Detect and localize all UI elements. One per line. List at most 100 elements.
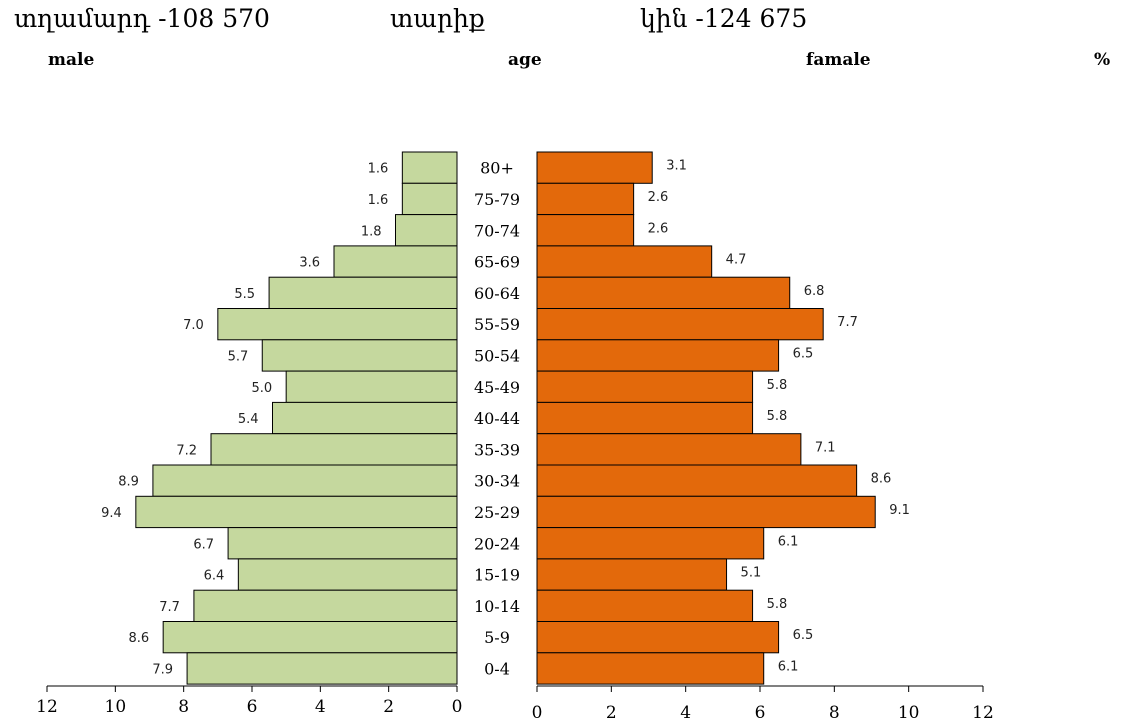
male-bars-group: 1.6 1.6 1.8 3.6 5.5 7.0 5.7 5.0 5.4 7.2 8.9 9.4 6.7 6…	[101, 151, 458, 685]
male-bar	[395, 214, 458, 247]
female-english-label: famale	[806, 50, 871, 70]
female-x-tick-label: 10	[898, 703, 920, 723]
age-category-label: 30-34	[474, 472, 520, 491]
age-category-label: 50-54	[474, 346, 520, 365]
male-bar	[193, 589, 458, 623]
female-value-label: 6.5	[793, 346, 814, 361]
age-title: տարիք	[390, 4, 485, 33]
male-total-title: տղամարդ -108 570	[14, 4, 270, 33]
female-value-label: 2.6	[648, 190, 669, 205]
female-x-tick-label: 8	[829, 703, 840, 723]
male-english-label: male	[48, 50, 95, 70]
female-x-tick-label: 0	[532, 703, 543, 723]
female-bar	[536, 433, 802, 466]
age-category-label: 70-74	[474, 221, 520, 240]
male-bar	[261, 339, 458, 372]
age-category-label: 75-79	[474, 190, 520, 209]
female-total-title: կին -124 675	[640, 4, 808, 33]
female-value-label: 6.1	[778, 659, 799, 674]
female-bar	[536, 308, 824, 341]
male-bar	[152, 464, 458, 497]
age-category-label: 35-39	[474, 440, 520, 459]
male-value-label: 6.7	[193, 537, 214, 552]
male-bar	[186, 652, 458, 685]
male-bar	[285, 370, 458, 403]
female-x-tick-label: 12	[972, 703, 994, 723]
age-category-label: 80+	[480, 159, 514, 178]
male-value-label: 5.7	[228, 349, 249, 364]
age-category-label: 25-29	[474, 503, 520, 522]
male-value-label: 7.7	[159, 600, 180, 615]
male-value-label: 7.2	[176, 443, 197, 458]
male-x-tick-label: 6	[247, 697, 258, 717]
female-bar	[536, 621, 780, 654]
male-x-tick-label: 8	[178, 697, 189, 717]
male-bar	[210, 433, 458, 466]
female-value-label: 5.1	[741, 566, 762, 581]
male-value-label: 6.4	[204, 569, 225, 584]
male-x-tick-label: 2	[383, 697, 394, 717]
male-bar	[217, 308, 458, 341]
female-bar	[536, 339, 780, 372]
male-bar	[401, 182, 458, 216]
age-category-label: 15-19	[474, 566, 520, 585]
age-category-label: 10-14	[474, 597, 520, 616]
age-category-label: 45-49	[474, 378, 520, 397]
male-x-tick-label: 0	[452, 697, 463, 717]
male-value-label: 1.6	[368, 193, 389, 208]
male-bar	[162, 621, 458, 654]
male-x-tick-label: 12	[36, 697, 58, 717]
male-bar	[237, 558, 458, 591]
male-bar	[333, 245, 458, 278]
male-bar	[272, 401, 458, 435]
female-bar	[536, 276, 791, 310]
female-x-tick-label: 4	[680, 703, 691, 723]
female-value-label: 6.5	[793, 628, 814, 643]
female-value-label: 6.8	[804, 284, 825, 299]
female-bar	[536, 464, 858, 497]
male-x-tick-label: 4	[315, 697, 326, 717]
female-bar	[536, 589, 754, 623]
male-bar	[401, 151, 458, 184]
male-value-label: 5.0	[251, 381, 272, 396]
age-category-label: 65-69	[474, 253, 520, 272]
age-category-label: 0-4	[484, 659, 510, 678]
age-category-label: 60-64	[474, 284, 520, 303]
female-value-label: 3.1	[666, 159, 687, 174]
female-bar	[536, 558, 728, 591]
female-bar	[536, 214, 635, 247]
male-value-label: 7.9	[152, 662, 173, 677]
female-bar	[536, 401, 754, 435]
male-value-label: 5.4	[238, 412, 259, 427]
female-bars-group: 3.1 2.6 2.6 4.7 6.8 7.7 6.5 5.8 5.8 7.1 8.6 9.1 6.1 5…	[536, 151, 910, 685]
female-value-label: 8.6	[871, 472, 892, 487]
male-value-label: 9.4	[101, 506, 122, 521]
age-category-label: 5-9	[484, 628, 510, 647]
percent-unit-label: %	[1094, 50, 1111, 70]
male-bar	[268, 276, 458, 310]
female-value-label: 9.1	[889, 503, 910, 518]
age-category-label: 55-59	[474, 315, 520, 334]
female-value-label: 7.7	[837, 315, 858, 330]
female-bar	[536, 151, 653, 184]
age-category-label: 40-44	[474, 409, 520, 428]
age-category-label: 20-24	[474, 534, 520, 553]
female-bar	[536, 495, 876, 529]
male-value-label: 8.9	[118, 475, 139, 490]
female-bar	[536, 245, 713, 278]
female-value-label: 2.6	[648, 221, 669, 236]
female-bar	[536, 370, 754, 403]
female-value-label: 5.8	[767, 597, 788, 612]
female-x-tick-label: 2	[606, 703, 617, 723]
male-value-label: 1.6	[368, 162, 389, 177]
female-value-label: 5.8	[767, 378, 788, 393]
male-value-label: 8.6	[128, 631, 149, 646]
male-x-tick-label: 10	[105, 697, 127, 717]
male-value-label: 1.8	[361, 224, 382, 239]
male-value-label: 3.6	[299, 256, 320, 271]
male-value-label: 5.5	[234, 287, 255, 302]
female-bar	[536, 652, 765, 685]
female-value-label: 4.7	[726, 253, 747, 268]
male-bar	[227, 527, 458, 560]
